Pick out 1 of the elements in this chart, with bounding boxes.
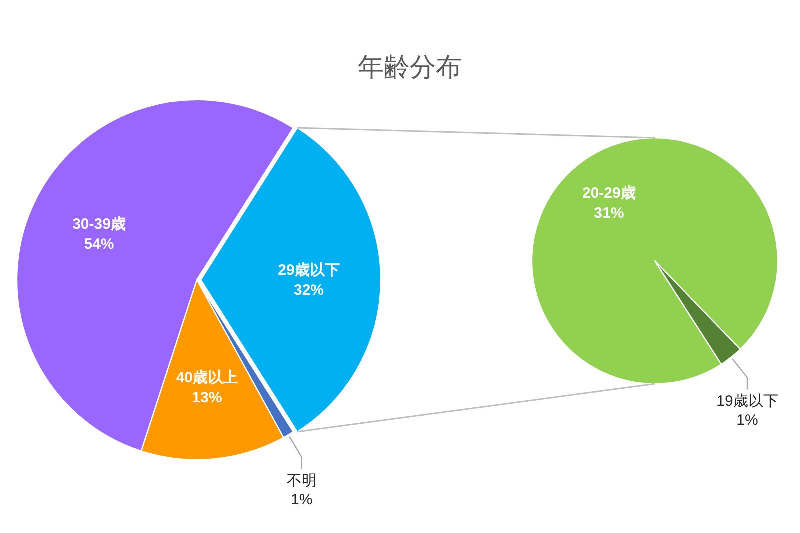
title: 年齢分布 bbox=[358, 53, 462, 82]
